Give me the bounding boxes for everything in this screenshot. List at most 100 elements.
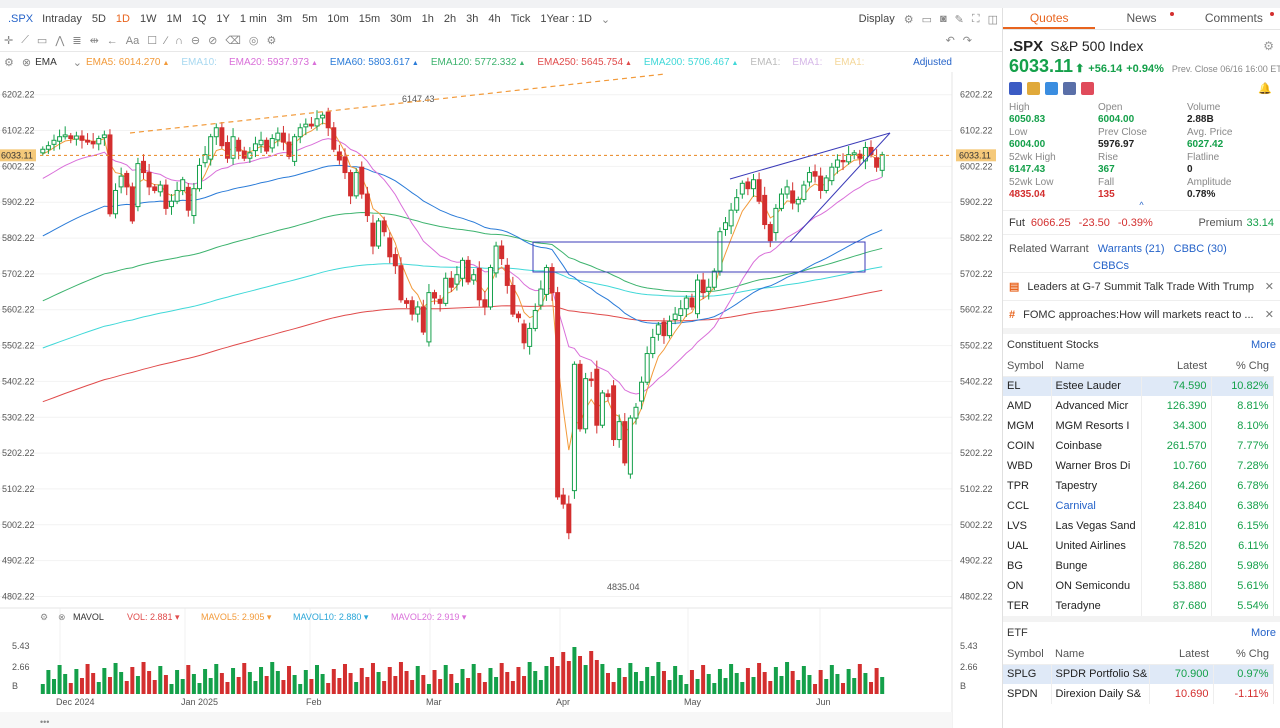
timeframe-4h[interactable]: 4h: [488, 13, 501, 25]
timeframe-1d[interactable]: 1D: [115, 13, 130, 25]
table-row[interactable]: COIN Coinbase 261.570 7.77%: [1003, 436, 1274, 456]
lock-icon[interactable]: ⊖: [190, 35, 201, 47]
cell-symbol[interactable]: EL: [1003, 376, 1052, 396]
eye-icon[interactable]: ◎: [248, 35, 259, 47]
table-row[interactable]: LVS Las Vegas Sand 42.810 6.15%: [1003, 516, 1274, 536]
cell-name[interactable]: Direxion Daily S&: [1051, 684, 1150, 704]
cell-symbol[interactable]: UAL: [1003, 536, 1052, 556]
table-row[interactable]: TPR Tapestry 84.260 6.78%: [1003, 476, 1274, 496]
column-header[interactable]: % Chg: [1213, 644, 1273, 665]
pencil-icon[interactable]: ✎: [954, 13, 964, 26]
close-icon[interactable]: ✕: [1264, 309, 1274, 321]
price-chart[interactable]: 6202.22 6202.22 6102.22 6102.22 6002.22 6002.…: [0, 72, 1002, 728]
news-item[interactable]: # FOMC approaches:How will markets react…: [1003, 300, 1280, 328]
cell-name[interactable]: Carnival: [1051, 496, 1142, 516]
sidebar-toggle-icon[interactable]: ◫: [987, 13, 998, 26]
crosshair-icon[interactable]: ✛: [4, 35, 14, 47]
timeframe-1h[interactable]: 1h: [421, 13, 434, 25]
bell-icon[interactable]: 🔔: [1258, 82, 1272, 95]
cbbcs-link[interactable]: CBBCs: [1093, 260, 1130, 272]
card-icon[interactable]: [1063, 81, 1076, 95]
indicator-name[interactable]: EMA: [35, 56, 57, 68]
gear-icon[interactable]: ⚙: [903, 13, 914, 26]
arrow-icon[interactable]: ←: [106, 34, 118, 47]
cell-name[interactable]: Advanced Micr: [1051, 396, 1142, 416]
symbol-label[interactable]: .SPX: [8, 13, 34, 25]
text-icon[interactable]: Aa: [125, 34, 140, 47]
timeframe-15m[interactable]: 15m: [358, 13, 381, 25]
rectangle-icon[interactable]: ▭: [36, 35, 48, 47]
gear-icon[interactable]: ⚙: [1263, 39, 1274, 53]
constituent-more-link[interactable]: More: [1250, 339, 1276, 351]
timeframe-30m[interactable]: 30m: [390, 13, 412, 25]
column-header[interactable]: Latest: [1141, 356, 1211, 377]
table-row[interactable]: EL Estee Lauder 74.590 10.82%: [1003, 376, 1274, 396]
table-row[interactable]: TER Teradyne 87.680 5.54%: [1003, 596, 1274, 616]
timeframe-1min[interactable]: 1 min: [239, 13, 267, 25]
cell-symbol[interactable]: WBD: [1003, 456, 1052, 476]
pattern-icon[interactable]: ⋀: [55, 35, 65, 47]
delete-icon[interactable]: ⌫: [225, 35, 241, 47]
hide-icon[interactable]: ⊘: [208, 35, 218, 47]
camera-icon[interactable]: ◙: [940, 13, 947, 25]
cell-name[interactable]: Coinbase: [1051, 436, 1142, 456]
timeframe-2h[interactable]: 2h: [443, 13, 457, 25]
etf-more-link[interactable]: More: [1250, 627, 1276, 639]
timeframe-1q[interactable]: 1Q: [191, 13, 207, 25]
timeframe-1m[interactable]: 1M: [166, 13, 182, 25]
layout-icon[interactable]: ▭: [921, 13, 933, 26]
close-icon[interactable]: ✕: [1264, 281, 1274, 293]
timeframe-5d[interactable]: 5D: [91, 13, 106, 25]
warrants-link[interactable]: Warrants (21): [1097, 243, 1165, 255]
close-icon[interactable]: ⊗: [21, 56, 32, 69]
brush-icon[interactable]: ∕: [165, 34, 167, 47]
tab-quotes[interactable]: Quotes: [1003, 8, 1096, 29]
cell-symbol[interactable]: BG: [1003, 556, 1052, 576]
timeframe-intraday[interactable]: Intraday: [42, 13, 82, 25]
tab-comments[interactable]: Comments: [1188, 8, 1280, 29]
cell-symbol[interactable]: SPLG: [1003, 664, 1052, 684]
cell-name[interactable]: United Airlines: [1051, 536, 1142, 556]
settings-icon[interactable]: ⚙: [4, 56, 14, 69]
timeframe-3h[interactable]: 3h: [466, 13, 479, 25]
timeframe-3m[interactable]: 3m: [276, 13, 293, 25]
table-row[interactable]: BG Bunge 86.280 5.98%: [1003, 556, 1274, 576]
cell-symbol[interactable]: MGM: [1003, 416, 1052, 436]
column-header[interactable]: Latest: [1149, 644, 1213, 665]
cell-name[interactable]: Las Vegas Sand: [1051, 516, 1142, 536]
timeframe-tick[interactable]: Tick: [510, 13, 531, 25]
cell-symbol[interactable]: LVS: [1003, 516, 1052, 536]
table-row[interactable]: CCL Carnival 23.840 6.38%: [1003, 496, 1274, 516]
cell-symbol[interactable]: SPDN: [1003, 684, 1052, 704]
column-header[interactable]: Name: [1051, 356, 1141, 377]
news-title[interactable]: Leaders at G-7 Summit Talk Trade With Tr…: [1027, 280, 1255, 293]
cell-symbol[interactable]: ON: [1003, 576, 1052, 596]
cell-symbol[interactable]: TER: [1003, 596, 1052, 616]
cell-name[interactable]: Tapestry: [1051, 476, 1142, 496]
display-select[interactable]: Display: [858, 13, 895, 25]
cell-symbol[interactable]: CCL: [1003, 496, 1052, 516]
column-header[interactable]: % Chg: [1211, 356, 1273, 377]
timeframe-10m[interactable]: 10m: [327, 13, 349, 25]
collapse-caret-icon[interactable]: ^: [1139, 200, 1144, 210]
redo-icon[interactable]: ↷: [962, 35, 972, 47]
settings-icon[interactable]: ⚙: [266, 35, 277, 47]
cell-name[interactable]: Bunge: [1051, 556, 1142, 576]
table-row[interactable]: SPDN Direxion Daily S& 10.690 -1.11%: [1003, 684, 1274, 704]
table-row[interactable]: MGM MGM Resorts I 34.300 8.10%: [1003, 416, 1274, 436]
cell-name[interactable]: Teradyne: [1051, 596, 1142, 616]
column-header[interactable]: Symbol: [1003, 644, 1051, 665]
cell-name[interactable]: Estee Lauder: [1051, 376, 1142, 396]
column-header[interactable]: Symbol: [1003, 356, 1051, 377]
chevron-down-icon[interactable]: ⌄: [600, 13, 611, 26]
column-header[interactable]: Name: [1051, 644, 1149, 665]
undo-icon[interactable]: ↶: [945, 35, 955, 47]
heart-icon[interactable]: [1081, 81, 1094, 95]
trendline-icon[interactable]: ⟋: [21, 34, 29, 46]
table-row[interactable]: WBD Warner Bros Di 10.760 7.28%: [1003, 456, 1274, 476]
table-row[interactable]: AMD Advanced Micr 126.390 8.81%: [1003, 396, 1274, 416]
timeframe-1w[interactable]: 1W: [139, 13, 157, 25]
adjusted-label[interactable]: Adjusted: [913, 56, 952, 68]
lightning-icon[interactable]: [1027, 81, 1040, 95]
fullscreen-icon[interactable]: ⛶: [971, 12, 980, 25]
